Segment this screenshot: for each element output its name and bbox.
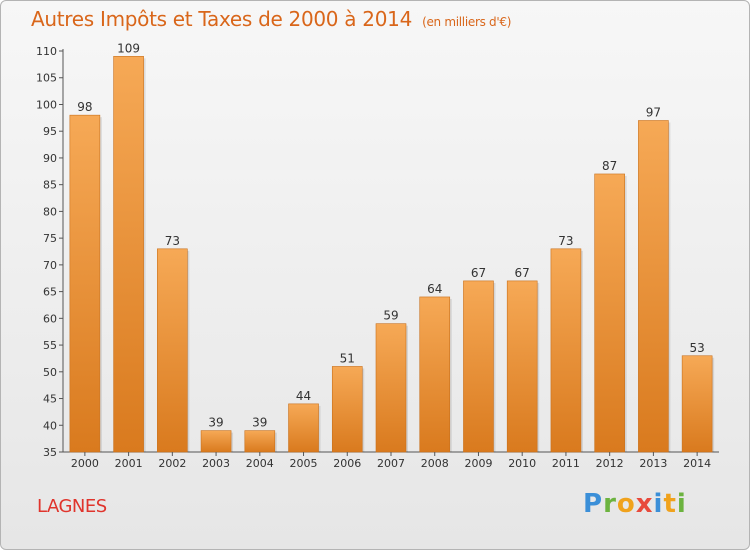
bar-value-label: 73 <box>558 234 573 248</box>
bar <box>419 296 451 453</box>
bar <box>157 248 188 453</box>
bar-value-label: 53 <box>689 341 704 355</box>
bar <box>331 366 363 453</box>
bar <box>638 120 669 453</box>
logo-letter: i <box>653 489 664 519</box>
y-tick-label: 60 <box>43 312 57 325</box>
bar-value-label: 97 <box>646 106 661 120</box>
y-tick-label: 75 <box>43 232 57 245</box>
y-tick-label: 35 <box>43 446 57 459</box>
y-tick-label: 90 <box>43 152 57 165</box>
x-tick-label: 2008 <box>421 457 449 470</box>
logo-letter: P <box>583 489 604 519</box>
logo-letter: r <box>603 489 617 519</box>
bar <box>244 430 276 453</box>
bar-value-label: 109 <box>117 41 140 55</box>
x-tick-label: 2006 <box>333 457 361 470</box>
logo-letter: o <box>616 489 636 519</box>
x-tick-label: 2007 <box>377 457 405 470</box>
bar <box>113 56 144 453</box>
bar <box>375 323 407 453</box>
bar <box>288 403 319 453</box>
chart-title: Autres Impôts et Taxes de 2000 à 2014 (e… <box>31 7 511 31</box>
bar-value-label: 51 <box>340 351 355 365</box>
x-tick-label: 2002 <box>158 457 186 470</box>
bar-value-label: 59 <box>383 309 398 323</box>
y-tick-label: 95 <box>43 125 57 138</box>
y-tick-label: 40 <box>43 419 57 432</box>
bar-value-label: 39 <box>208 416 223 430</box>
bar <box>506 280 538 453</box>
bar <box>69 114 101 453</box>
logo-letter: x <box>635 489 654 519</box>
x-tick-label: 2014 <box>683 457 711 470</box>
y-tick-label: 70 <box>43 259 57 272</box>
x-tick-label: 2001 <box>115 457 143 470</box>
bar <box>200 430 232 453</box>
x-tick-label: 2003 <box>202 457 230 470</box>
y-tick-label: 55 <box>43 339 57 352</box>
bar-value-label: 87 <box>602 159 617 173</box>
x-tick-label: 2004 <box>246 457 274 470</box>
bar-value-label: 67 <box>471 266 486 280</box>
proxiti-logo[interactable]: Proxiti <box>583 489 687 519</box>
y-tick-label: 50 <box>43 366 57 379</box>
bar <box>550 248 582 453</box>
logo-letter: i <box>676 489 687 519</box>
x-tick-label: 2005 <box>290 457 318 470</box>
y-tick-label: 65 <box>43 286 57 299</box>
y-tick-label: 105 <box>36 72 57 85</box>
x-tick-label: 2010 <box>508 457 536 470</box>
bar-value-label: 98 <box>77 100 92 114</box>
bar-value-label: 67 <box>515 266 530 280</box>
x-tick-label: 2011 <box>552 457 580 470</box>
y-tick-label: 80 <box>43 205 57 218</box>
y-tick-label: 85 <box>43 179 57 192</box>
x-tick-label: 2000 <box>71 457 99 470</box>
bar-value-label: 44 <box>296 389 311 403</box>
logo-letter: t <box>663 489 677 519</box>
x-tick-label: 2012 <box>596 457 624 470</box>
y-tick-label: 45 <box>43 393 57 406</box>
x-tick-label: 2013 <box>639 457 667 470</box>
chart-unit-note: (en milliers d'€) <box>422 15 512 29</box>
bar-value-label: 73 <box>165 234 180 248</box>
chart-title-text: Autres Impôts et Taxes de 2000 à 2014 <box>31 7 412 31</box>
bar-value-label: 39 <box>252 416 267 430</box>
y-tick-label: 110 <box>36 45 57 58</box>
bar <box>681 355 713 453</box>
bar-value-label: 64 <box>427 282 442 296</box>
bar <box>594 173 625 453</box>
y-tick-label: 100 <box>36 98 57 111</box>
x-tick-label: 2009 <box>464 457 492 470</box>
commune-name: LAGNES <box>37 496 107 517</box>
bar <box>463 280 494 453</box>
